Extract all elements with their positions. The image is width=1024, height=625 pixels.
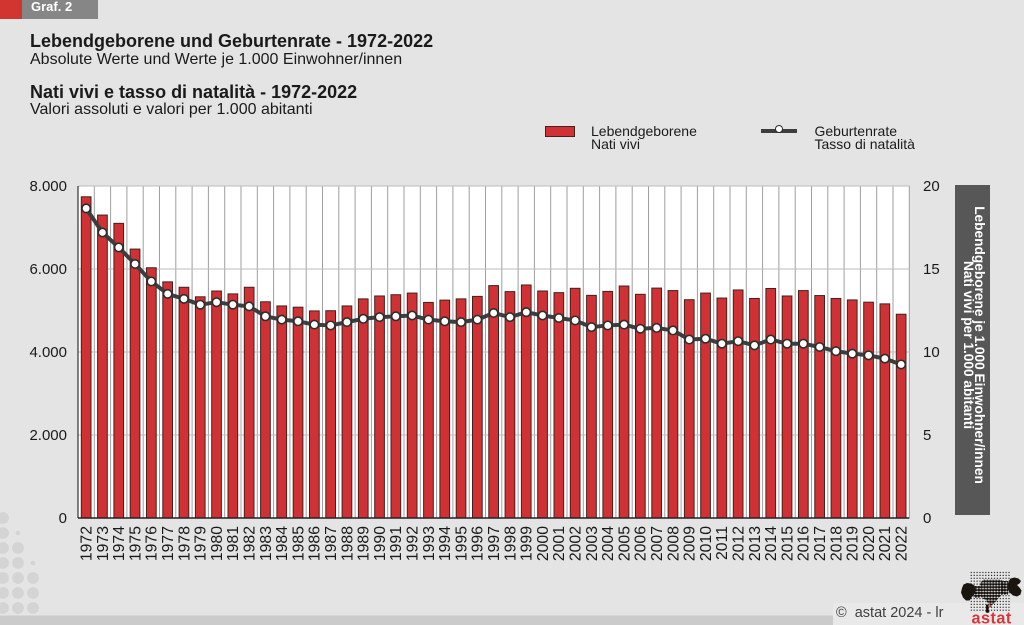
svg-text:2002: 2002 [567, 526, 584, 561]
svg-text:1974: 1974 [111, 526, 128, 561]
svg-text:2013: 2013 [747, 526, 764, 561]
svg-text:1996: 1996 [470, 526, 487, 561]
svg-text:2007: 2007 [649, 526, 666, 561]
svg-text:2017: 2017 [812, 526, 829, 561]
svg-text:1979: 1979 [193, 526, 210, 561]
svg-text:2020: 2020 [861, 526, 878, 561]
svg-text:1981: 1981 [225, 526, 242, 561]
svg-text:2015: 2015 [779, 526, 796, 561]
svg-text:1982: 1982 [241, 526, 258, 561]
svg-text:2021: 2021 [877, 526, 894, 561]
svg-text:5: 5 [923, 427, 931, 444]
svg-text:1990: 1990 [372, 526, 389, 561]
svg-text:1988: 1988 [339, 526, 356, 561]
svg-text:1987: 1987 [323, 526, 340, 561]
svg-text:1991: 1991 [388, 526, 405, 561]
svg-text:2012: 2012 [730, 526, 747, 561]
svg-text:2000: 2000 [535, 526, 552, 561]
svg-text:2009: 2009 [682, 526, 699, 561]
svg-text:1978: 1978 [176, 526, 193, 561]
svg-text:1998: 1998 [502, 526, 519, 561]
svg-text:1992: 1992 [404, 526, 421, 561]
svg-text:1984: 1984 [274, 526, 291, 561]
svg-text:1989: 1989 [356, 526, 373, 561]
svg-text:Nati vivi per 1.000 abitanti: Nati vivi per 1.000 abitanti [961, 261, 976, 429]
svg-text:4.000: 4.000 [29, 344, 67, 361]
svg-text:2022: 2022 [893, 526, 910, 561]
svg-text:1995: 1995 [453, 526, 470, 561]
svg-text:15: 15 [923, 261, 940, 278]
svg-text:2001: 2001 [551, 526, 568, 561]
svg-text:2014: 2014 [763, 526, 780, 561]
svg-text:20: 20 [923, 178, 940, 195]
svg-text:Lebendgeborene je 1.000 Einwoh: Lebendgeborene je 1.000 Einwohner/innen [972, 206, 987, 484]
svg-text:2010: 2010 [698, 526, 715, 561]
svg-text:2018: 2018 [828, 526, 845, 561]
svg-text:6.000: 6.000 [29, 261, 67, 278]
svg-text:1980: 1980 [209, 526, 226, 561]
svg-text:10: 10 [923, 344, 940, 361]
svg-text:0: 0 [59, 510, 67, 527]
svg-text:1997: 1997 [486, 526, 503, 561]
svg-text:2.000: 2.000 [29, 427, 67, 444]
svg-text:2006: 2006 [633, 526, 650, 561]
svg-text:1993: 1993 [421, 526, 438, 561]
svg-text:1975: 1975 [127, 526, 144, 561]
svg-text:2016: 2016 [796, 526, 813, 561]
svg-text:2019: 2019 [845, 526, 862, 561]
svg-text:1972: 1972 [78, 526, 95, 561]
svg-text:1999: 1999 [519, 526, 536, 561]
svg-text:astat: astat [972, 609, 1012, 625]
svg-text:2005: 2005 [616, 526, 633, 561]
svg-text:0: 0 [923, 510, 931, 527]
svg-text:2011: 2011 [714, 526, 731, 560]
svg-text:1986: 1986 [307, 526, 324, 561]
svg-text:1973: 1973 [95, 526, 112, 561]
svg-text:© astat 2024 - lr: © astat 2024 - lr [836, 605, 944, 621]
svg-text:1976: 1976 [144, 526, 161, 561]
svg-text:1985: 1985 [290, 526, 307, 561]
svg-text:2003: 2003 [584, 526, 601, 561]
svg-text:2008: 2008 [665, 526, 682, 561]
svg-text:8.000: 8.000 [29, 178, 67, 195]
svg-text:1983: 1983 [258, 526, 275, 561]
svg-text:1977: 1977 [160, 526, 177, 561]
svg-text:2004: 2004 [600, 526, 617, 561]
svg-text:1994: 1994 [437, 526, 454, 561]
